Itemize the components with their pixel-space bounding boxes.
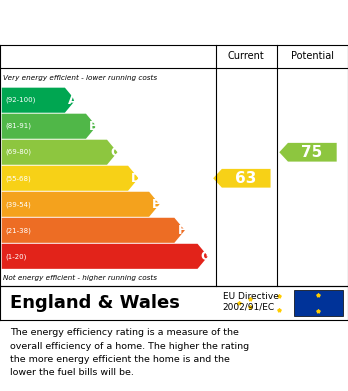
Text: Potential: Potential: [291, 52, 334, 61]
Polygon shape: [2, 218, 185, 243]
Text: D: D: [131, 172, 141, 185]
Text: Very energy efficient - lower running costs: Very energy efficient - lower running co…: [3, 74, 158, 81]
Text: (55-68): (55-68): [5, 175, 31, 181]
Text: (1-20): (1-20): [5, 253, 26, 260]
Text: (92-100): (92-100): [5, 97, 35, 104]
Polygon shape: [2, 140, 118, 165]
Text: (81-91): (81-91): [5, 123, 31, 129]
Text: Energy Efficiency Rating: Energy Efficiency Rating: [14, 13, 243, 32]
Text: 63: 63: [235, 171, 256, 186]
Bar: [294, 290, 343, 316]
Polygon shape: [2, 192, 159, 217]
Polygon shape: [2, 166, 139, 191]
Text: C: C: [110, 146, 119, 159]
Text: E: E: [152, 198, 161, 211]
Text: England & Wales: England & Wales: [10, 294, 180, 312]
Text: A: A: [68, 94, 78, 107]
Text: (39-54): (39-54): [5, 201, 31, 208]
Text: B: B: [89, 120, 98, 133]
Text: F: F: [177, 224, 186, 237]
Text: G: G: [201, 250, 211, 263]
Polygon shape: [213, 169, 271, 188]
Polygon shape: [2, 244, 208, 269]
Polygon shape: [2, 88, 75, 113]
Text: (21-38): (21-38): [5, 227, 31, 233]
Text: (69-80): (69-80): [5, 149, 31, 156]
Text: Current: Current: [228, 52, 264, 61]
Text: Not energy efficient - higher running costs: Not energy efficient - higher running co…: [3, 275, 158, 281]
Text: EU Directive
2002/91/EC: EU Directive 2002/91/EC: [223, 292, 279, 311]
Polygon shape: [279, 143, 337, 161]
Text: The energy efficiency rating is a measure of the
overall efficiency of a home. T: The energy efficiency rating is a measur…: [10, 328, 250, 377]
Polygon shape: [2, 114, 96, 139]
Text: 75: 75: [301, 145, 322, 160]
